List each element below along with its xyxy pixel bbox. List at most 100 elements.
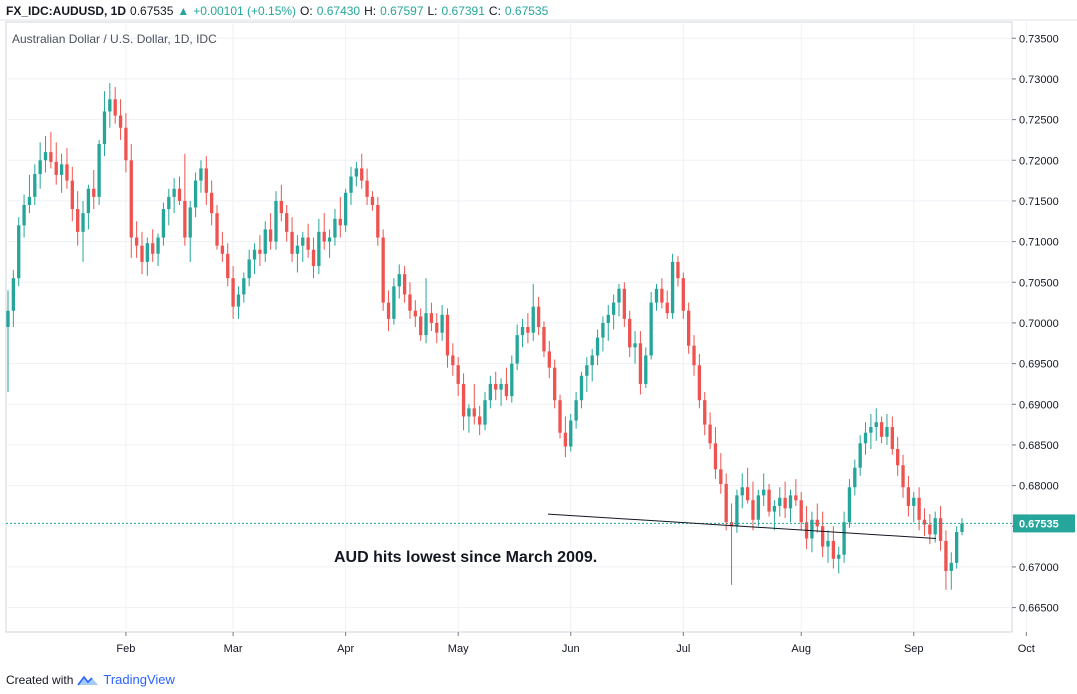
candle-body [156,237,160,254]
candle-body [188,207,192,238]
candle [687,302,691,354]
candle [151,229,155,262]
x-tick-label: Feb [116,643,135,655]
candle-body [863,432,868,444]
candle-body [290,231,294,254]
annotation-trendline [547,513,937,539]
symbol-name[interactable]: FX_IDC:AUDUSD, 1D [6,4,127,18]
plot-frame [5,21,1013,633]
candle-body [43,152,48,161]
x-tick-label: May [448,643,469,655]
candle [263,221,267,262]
candle-body [461,383,466,417]
candle [520,318,525,348]
candle-body [778,497,782,506]
candle-body [590,355,594,366]
candle [11,270,16,327]
candle-body [901,465,905,488]
candle [290,217,294,262]
chart-grid [0,19,1077,633]
candle-body [349,176,353,193]
candle-body [161,209,166,238]
candle-body [933,518,937,535]
candle-body [745,487,750,501]
candle-body [435,322,439,333]
candle [542,321,546,358]
candle [360,153,364,189]
candle [708,412,712,449]
candle [794,479,798,506]
candle [397,264,401,299]
candle-body [86,188,91,214]
candle [933,511,937,543]
candle-body [124,127,128,161]
candle [285,205,289,242]
candle [820,511,825,558]
candle [799,492,803,531]
candle [226,243,230,287]
candle-body [906,487,911,506]
candle [247,249,251,287]
candle-body [140,245,144,262]
candle-body [27,196,32,205]
last-price-label: 0.67535 [1019,518,1059,530]
candle-body [531,306,535,333]
candle-body [644,355,648,384]
y-tick-label: 0.71000 [1019,237,1059,249]
candle-body [306,237,310,250]
candle-body [772,505,777,512]
candle-body [193,180,198,208]
candle-body [842,522,846,555]
candle-body [177,188,182,201]
candle [102,91,107,157]
candle [611,294,616,330]
candle-body [6,310,10,327]
candle-body [638,343,643,384]
candle [451,343,455,376]
candle-body [76,209,80,232]
candle [161,202,166,246]
candle [510,355,514,403]
candle-body [113,99,117,116]
candle-body [49,152,53,162]
candle-body [33,174,37,197]
candle [258,235,262,266]
candle [788,489,793,523]
candle-body [558,400,562,433]
candle [531,283,535,341]
candle-body [402,274,407,295]
candle-body [429,313,434,323]
candle [386,290,391,332]
candle [376,196,380,246]
candle [124,113,128,173]
candle [574,392,578,429]
last-price-label-bg [1013,514,1075,533]
annotation-text: AUD hits lowest since March 2009. [334,549,597,566]
x-tick-label: Aug [791,643,811,655]
candle [295,235,300,273]
price-axis[interactable]: 0.73500 0.73000 0.72500 0.72000 0.71500 0.710… [1012,33,1059,615]
candle-body [220,245,225,254]
tradingview-logo-icon[interactable] [77,673,99,687]
candle [499,378,503,406]
time-axis[interactable]: Feb Mar Apr May Jun Jul Aug Sep Oct [116,632,1035,655]
candle [467,404,471,433]
candle-body [242,278,246,295]
candle-body [692,345,696,366]
candle [681,272,685,319]
candle-body [499,383,503,390]
tradingview-brand[interactable]: TradingView [103,672,175,687]
candle-body [713,443,718,470]
price-change: +0.00101 (+0.15%) [193,4,297,18]
chart-overlay: 0.67535 AUD hits lowest since March 2009. [6,513,1075,566]
candle [472,383,476,425]
high-label: H: [364,4,377,18]
candle-body [762,489,766,496]
candle-body [756,495,760,520]
candle-body [456,365,460,384]
x-tick-label: Jun [562,643,580,655]
candle [70,166,74,222]
candle [210,180,214,226]
y-tick-label: 0.69500 [1019,359,1059,371]
